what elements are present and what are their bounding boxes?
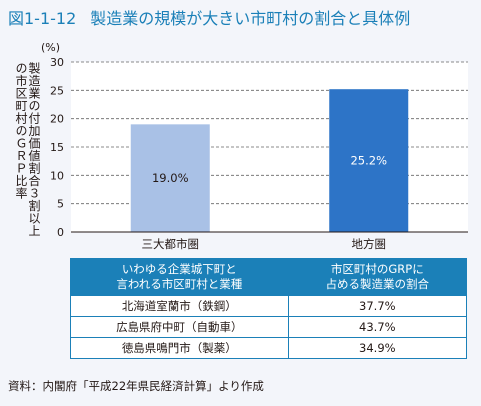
y-tick-labels: 0 5 10 15 20 25 30 — [50, 56, 64, 239]
y-tick-label: 15 — [50, 141, 64, 154]
y-tick-label: 0 — [57, 226, 64, 239]
table-cell-share: 34.9% — [287, 337, 468, 359]
figure-number: 図1-1-12 — [8, 9, 77, 28]
bars: 19.0% 25.2% — [130, 89, 409, 232]
y-tick-label: 20 — [50, 113, 64, 126]
y-tick-label: 30 — [50, 56, 64, 69]
y-axis-label: 製造業の付加価値割合３割以上の市区町村のＧＲＰ比率 — [14, 62, 41, 237]
table-cell-municipality: 広島県府中町（自動車） — [70, 316, 289, 338]
table-row: 広島県府中町（自動車） 43.7% — [70, 316, 468, 338]
bar-value-label: 19.0% — [152, 171, 189, 185]
y-tick-label: 25 — [50, 84, 64, 97]
y-unit-label: (%) — [41, 41, 60, 54]
figure-title-text: 製造業の規模が大きい市町村の割合と具体例 — [90, 9, 411, 28]
bar-value-label: 25.2% — [350, 154, 387, 168]
table-cell-municipality: 北海道室蘭市（鉄鋼） — [70, 295, 289, 317]
y-tick-label: 5 — [57, 198, 64, 211]
x-tick-labels: 三大都市圏 地方圏 — [142, 237, 387, 251]
table-header-municipality: いわゆる企業城下町と 言われる市区町村と業種 — [70, 258, 289, 296]
table-header-share: 市区町村のGRPに 占める製造業の割合 — [287, 258, 468, 296]
x-tick-label: 三大都市圏 — [142, 237, 200, 251]
table-row: 北海道室蘭市（鉄鋼） 37.7% — [70, 295, 468, 317]
x-tick-label: 地方圏 — [352, 237, 387, 251]
table-row: 徳島県鳴門市（製薬） 34.9% — [70, 337, 468, 359]
bar — [130, 124, 210, 232]
bar-chart: 19.0% 25.2% 0 5 10 15 20 25 30 三大都市圏 地方圏 (%) — [41, 41, 468, 251]
figure-title: 図1-1-12 製造業の規模が大きい市町村の割合と具体例 — [8, 8, 410, 30]
table-cell-share: 43.7% — [287, 316, 468, 338]
bar — [329, 89, 409, 232]
table-cell-municipality: 徳島県鳴門市（製薬） — [70, 337, 289, 359]
y-tick-label: 10 — [50, 169, 64, 182]
example-table: いわゆる企業城下町と 言われる市区町村と業種 市区町村のGRPに 占める製造業の… — [70, 258, 468, 359]
table-cell-share: 37.7% — [287, 295, 468, 317]
table-header-row: いわゆる企業城下町と 言われる市区町村と業種 市区町村のGRPに 占める製造業の… — [70, 258, 468, 296]
source-note: 資料：内閣府「平成22年県民経済計算」より作成 — [8, 379, 264, 393]
